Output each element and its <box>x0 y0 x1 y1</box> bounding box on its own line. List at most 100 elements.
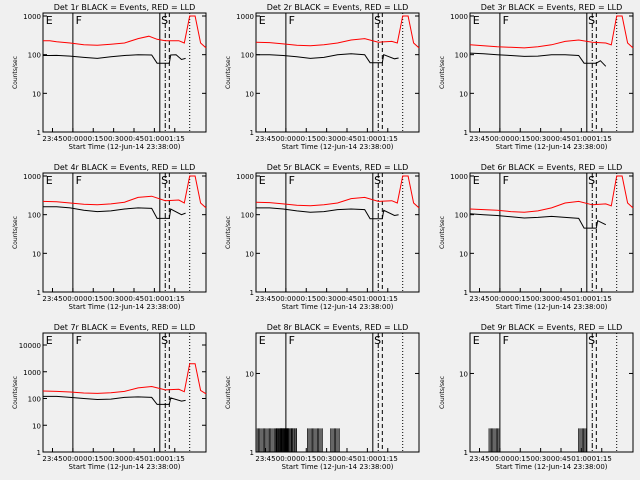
y-tick-label: 1000 <box>236 13 254 21</box>
x-tick-label: 00:15 <box>296 295 316 303</box>
x-tick-label: 23:45 <box>255 295 275 303</box>
y-tick-label: 10 <box>32 250 41 258</box>
x-tick-label: 00:45 <box>337 295 357 303</box>
x-tick-label: 23:45 <box>42 455 62 463</box>
x-axis-label: Start Time (12-Jun-14 23:38:00) <box>496 143 608 151</box>
series-events <box>43 54 186 64</box>
x-tick-label: 23:45 <box>255 135 275 143</box>
series-events <box>43 395 186 405</box>
panel-title: Det 2r BLACK = Events, RED = LLD <box>267 3 409 12</box>
x-tick-label: 00:45 <box>551 135 571 143</box>
x-tick-label: 00:00 <box>63 455 83 463</box>
x-tick-label: 23:45 <box>42 295 62 303</box>
y-tick-label: 100 <box>28 212 41 220</box>
y-tick-label: 100 <box>455 212 468 220</box>
marker-label-s: S <box>161 334 168 347</box>
x-axis-label: Start Time (12-Jun-14 23:38:00) <box>496 303 608 311</box>
x-tick-label: 01:15 <box>165 295 185 303</box>
marker-label-f: F <box>76 174 82 187</box>
x-tick-label: 00:00 <box>276 455 296 463</box>
panel-1: Det 1r BLACK = Events, RED = LLD Counts/s… <box>12 3 207 151</box>
x-tick-label: 01:15 <box>592 135 612 143</box>
series-lld <box>255 175 420 209</box>
y-tick-label: 1000 <box>450 13 468 21</box>
x-tick-label: 01:00 <box>357 455 377 463</box>
marker-label-e: E <box>259 14 266 27</box>
plot-frame <box>42 172 207 293</box>
y-tick-label: 10 <box>245 250 254 258</box>
marker-label-s: S <box>374 334 381 347</box>
x-tick-label: 00:45 <box>337 455 357 463</box>
panel-4: Det 4r BLACK = Events, RED = LLD Counts/s… <box>12 163 207 311</box>
x-tick-label: 00:15 <box>510 455 530 463</box>
series-events <box>256 53 399 64</box>
x-tick-label: 23:45 <box>469 455 489 463</box>
y-axis-label: Counts/sec <box>225 376 232 409</box>
plot-frame <box>255 172 420 293</box>
series-events <box>43 206 186 219</box>
panel-5: Det 5r BLACK = Events, RED = LLD Counts/s… <box>225 163 420 311</box>
series-lld <box>469 15 634 49</box>
marker-label-s: S <box>588 174 595 187</box>
x-tick-label: 01:00 <box>357 135 377 143</box>
marker-label-e: E <box>473 174 480 187</box>
marker-label-f: F <box>503 174 509 187</box>
plot-frame <box>42 12 207 133</box>
y-tick-label: 1 <box>464 449 468 457</box>
y-tick-label: 1 <box>37 289 41 297</box>
x-tick-label: 00:00 <box>490 455 510 463</box>
x-tick-label: 00:30 <box>104 135 124 143</box>
x-tick-label: 01:15 <box>378 295 398 303</box>
marker-label-f: F <box>289 14 295 27</box>
plot-frame <box>42 332 207 453</box>
x-tick-label: 00:15 <box>83 135 103 143</box>
marker-label-s: S <box>588 14 595 27</box>
panel-title: Det 3r BLACK = Events, RED = LLD <box>481 3 623 12</box>
x-tick-label: 01:00 <box>144 135 164 143</box>
y-tick-label: 1000 <box>450 173 468 181</box>
x-tick-label: 01:15 <box>378 455 398 463</box>
x-axis-label: Start Time (12-Jun-14 23:38:00) <box>282 463 394 471</box>
y-tick-label: 1000 <box>23 173 41 181</box>
plot-frame <box>469 332 634 453</box>
x-tick-label: 01:00 <box>571 135 591 143</box>
marker-label-s: S <box>374 174 381 187</box>
panel-title: Det 9r BLACK = Events, RED = LLD <box>481 323 623 332</box>
series-events <box>469 213 607 229</box>
y-axis-label: Counts/sec <box>12 56 19 89</box>
y-axis-label: Counts/sec <box>225 56 232 89</box>
marker-label-f: F <box>503 14 509 27</box>
x-tick-label: 00:15 <box>83 455 103 463</box>
x-tick-label: 00:15 <box>296 135 316 143</box>
x-tick-label: 00:45 <box>124 295 144 303</box>
series-lld <box>42 363 207 395</box>
series-lld <box>42 175 207 209</box>
x-tick-label: 01:00 <box>144 455 164 463</box>
x-tick-label: 23:45 <box>255 455 275 463</box>
y-axis-label: Counts/sec <box>12 376 19 409</box>
y-tick-label: 10000 <box>19 342 41 350</box>
x-tick-label: 00:45 <box>124 455 144 463</box>
x-tick-label: 00:00 <box>276 295 296 303</box>
x-axis-label: Start Time (12-Jun-14 23:38:00) <box>496 463 608 471</box>
x-tick-label: 01:15 <box>165 455 185 463</box>
y-tick-label: 100 <box>455 52 468 60</box>
x-tick-label: 00:15 <box>296 455 316 463</box>
x-tick-label: 00:45 <box>551 295 571 303</box>
x-tick-label: 00:30 <box>531 455 551 463</box>
marker-label-e: E <box>473 14 480 27</box>
marker-label-e: E <box>46 174 53 187</box>
marker-label-f: F <box>503 334 509 347</box>
x-axis-label: Start Time (12-Jun-14 23:38:00) <box>282 143 394 151</box>
plot-frame <box>255 12 420 133</box>
y-tick-label: 10 <box>459 250 468 258</box>
x-tick-label: 01:00 <box>357 295 377 303</box>
panel-title: Det 7r BLACK = Events, RED = LLD <box>54 323 196 332</box>
x-tick-label: 00:00 <box>276 135 296 143</box>
y-tick-label: 10 <box>32 90 41 98</box>
x-tick-label: 00:15 <box>510 135 530 143</box>
panel-title: Det 8r BLACK = Events, RED = LLD <box>267 323 409 332</box>
x-tick-label: 01:15 <box>378 135 398 143</box>
x-tick-label: 01:15 <box>165 135 185 143</box>
x-tick-label: 00:00 <box>63 295 83 303</box>
